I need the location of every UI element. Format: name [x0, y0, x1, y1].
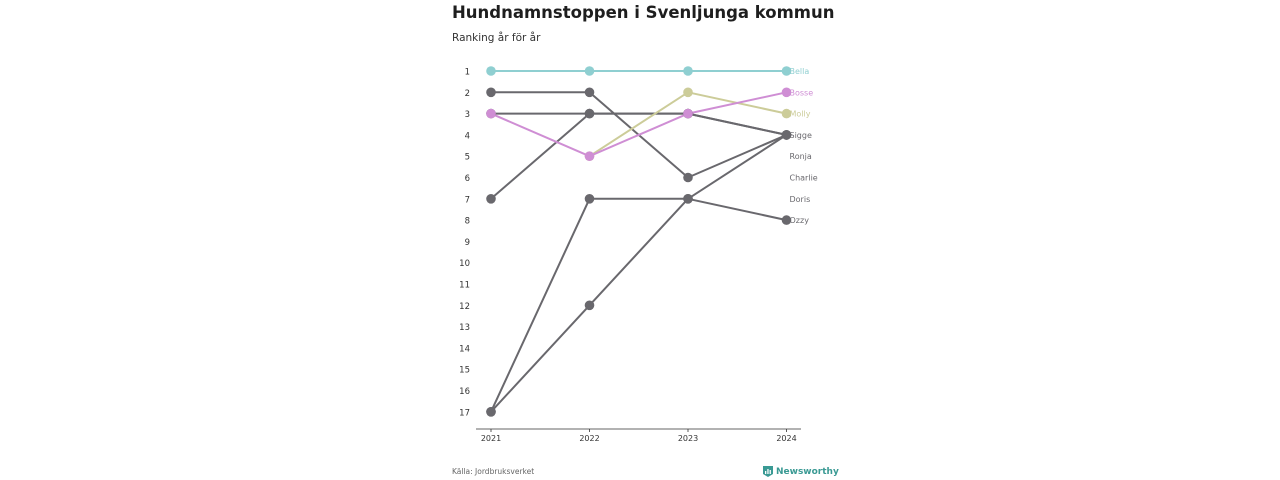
- brand-logo[interactable]: Newsworthy: [763, 466, 839, 477]
- series-point-charlie: [486, 194, 496, 204]
- series-line-ronja: [687, 133, 788, 179]
- series-point-molly: [781, 108, 792, 119]
- series-line-charlie: [490, 112, 591, 200]
- series-point-doris: [584, 194, 595, 204]
- series-point-bella: [486, 66, 496, 76]
- series-point-bosse: [584, 151, 595, 161]
- series-point-ronja: [486, 87, 496, 98]
- y-tick-label: 14: [459, 344, 470, 354]
- y-tick-label: 8: [465, 217, 470, 227]
- series-line-molly: [588, 91, 689, 158]
- series-point-bosse: [486, 108, 496, 119]
- series-line-doris: [490, 197, 591, 413]
- series-point-doris: [486, 407, 496, 417]
- chart-title: Hundnamnstoppen i Svenljunga kommun: [452, 3, 835, 22]
- series-end-label: Ronja: [790, 152, 812, 161]
- y-tick-label: 12: [459, 302, 470, 312]
- y-tick-label: 1: [465, 68, 470, 78]
- series-end-label: Bosse: [790, 88, 814, 97]
- series-point-ozzy: [781, 215, 792, 225]
- series-point-ozzy: [584, 300, 595, 311]
- series-end-label: Molly: [790, 110, 811, 119]
- y-tick-label: 3: [465, 110, 470, 120]
- source-note: Källa: Jordbruksverket: [452, 467, 535, 476]
- y-tick-label: 11: [459, 281, 470, 291]
- series-point-sigge: [584, 108, 595, 119]
- series-end-label: Bella: [790, 67, 810, 76]
- x-tick-label: 2024: [776, 434, 796, 443]
- x-tick-label: 2021: [481, 434, 501, 443]
- series-line-ozzy: [490, 304, 591, 413]
- y-tick-label: 6: [465, 174, 470, 184]
- series-end-label: Charlie: [790, 174, 818, 183]
- x-tick-label: 2022: [579, 434, 599, 443]
- series-line-bosse: [687, 91, 788, 115]
- series-line-doris: [687, 133, 788, 200]
- series-point-bosse: [683, 108, 693, 119]
- series-end-label: Doris: [790, 195, 811, 204]
- y-tick-label: 16: [459, 387, 470, 397]
- series-line-bosse: [490, 112, 591, 158]
- y-tick-label: 5: [465, 153, 470, 163]
- series-point-ronja: [683, 172, 693, 183]
- series-end-label: Sigge: [790, 131, 812, 140]
- y-tick-label: 17: [459, 408, 470, 418]
- chart-container: Hundnamnstoppen i Svenljunga kommun Rank…: [452, 0, 839, 480]
- brand-name: Newsworthy: [776, 466, 839, 477]
- series-line-bosse: [588, 112, 689, 158]
- y-tick-label: 13: [459, 323, 470, 333]
- x-tick-label: 2023: [678, 434, 698, 443]
- series-line-ozzy: [687, 197, 788, 222]
- y-tick-label: 15: [459, 366, 470, 376]
- y-tick-label: 9: [465, 238, 470, 248]
- y-tick-label: 7: [465, 195, 470, 205]
- series-point-molly: [683, 87, 693, 98]
- series-end-label: Ozzy: [790, 216, 810, 225]
- y-tick-label: 4: [465, 131, 470, 141]
- y-tick-label: 10: [459, 259, 470, 269]
- series-point-bella: [584, 66, 595, 76]
- series-point-ronja: [584, 87, 595, 98]
- chart-subtitle: Ranking år för år: [452, 32, 541, 44]
- series-point-bosse: [781, 87, 792, 98]
- newsworthy-logo-icon: [763, 466, 773, 477]
- series-line-sigge: [687, 112, 788, 136]
- series-line-ozzy: [588, 197, 689, 307]
- series-point-sigge: [781, 130, 792, 140]
- y-tick-label: 2: [465, 89, 470, 99]
- series-point-doris: [683, 194, 693, 204]
- series-point-bella: [683, 66, 693, 76]
- series-point-bella: [781, 66, 792, 76]
